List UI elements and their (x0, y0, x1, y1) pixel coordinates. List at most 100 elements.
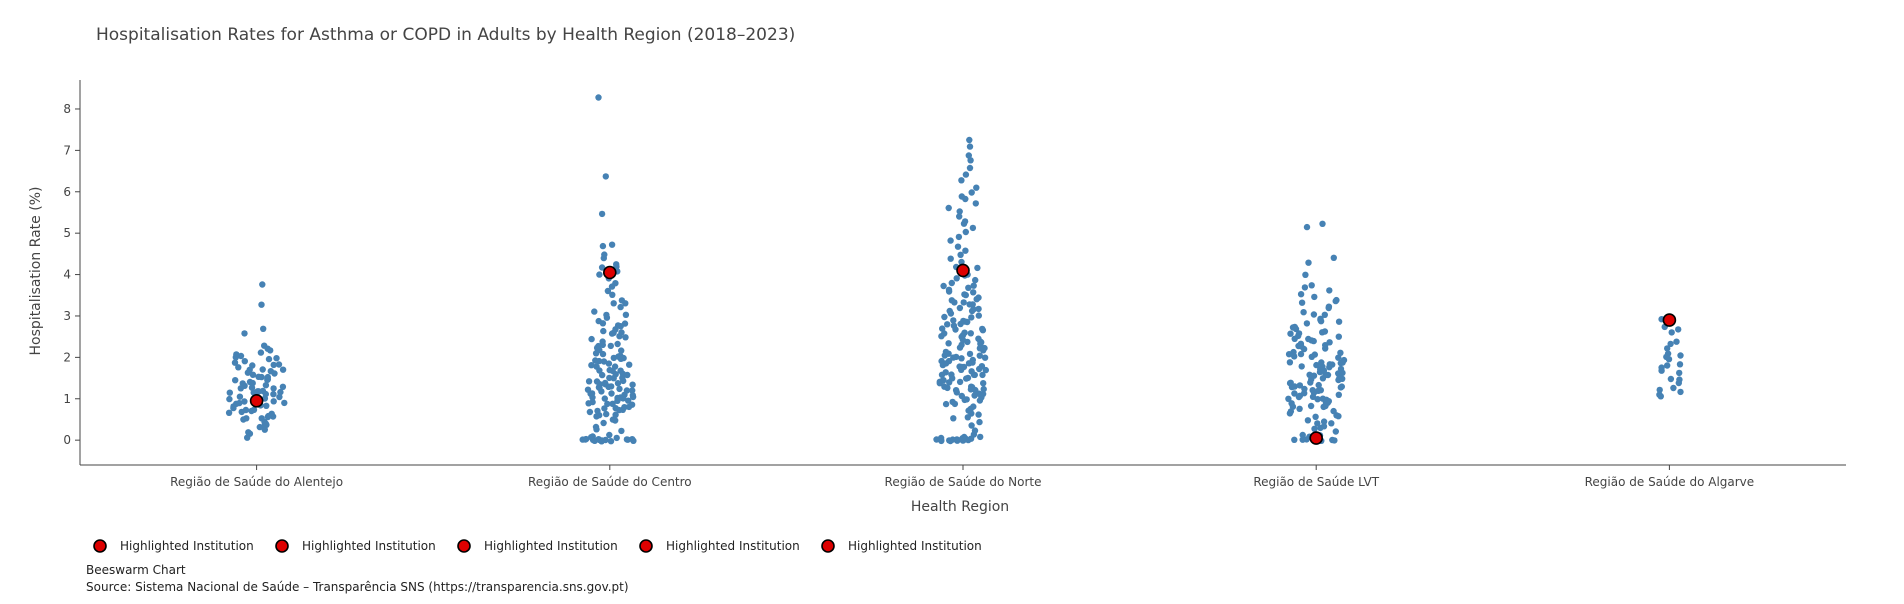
data-point (1291, 383, 1298, 390)
highlighted-institution-point (1662, 313, 1677, 327)
data-point (595, 357, 603, 365)
data-point (1317, 318, 1325, 325)
x-tick-label: Região de Saúde do Centro (528, 475, 692, 489)
data-point (605, 360, 613, 367)
data-point (968, 383, 975, 390)
data-point (957, 251, 964, 258)
data-point (954, 243, 962, 250)
data-point (1335, 318, 1343, 325)
data-point (942, 360, 950, 367)
data-point (1317, 387, 1325, 394)
data-point (949, 436, 956, 443)
data-point (236, 393, 244, 400)
data-point (962, 195, 969, 203)
data-point (1675, 379, 1683, 387)
data-point (281, 399, 288, 407)
data-point (972, 200, 979, 207)
data-point (276, 393, 283, 401)
data-point (238, 408, 245, 416)
data-point (1677, 352, 1684, 359)
data-point (624, 371, 631, 379)
y-tick-label: 8 (63, 102, 71, 116)
data-point (968, 314, 975, 321)
data-point (968, 307, 976, 315)
data-point (271, 370, 278, 377)
data-point (1289, 403, 1297, 410)
data-point (263, 421, 270, 428)
data-point (938, 371, 946, 378)
legend-marker (821, 539, 835, 553)
data-point (586, 408, 594, 416)
data-point (1676, 361, 1684, 368)
data-point (270, 391, 277, 398)
data-point (1297, 291, 1305, 298)
data-point (596, 271, 603, 278)
data-point (270, 398, 277, 405)
data-point (1295, 393, 1303, 401)
data-point (600, 358, 608, 365)
data-point (979, 327, 987, 334)
data-point (975, 312, 982, 319)
data-point (601, 379, 609, 387)
data-point (958, 258, 965, 266)
data-point (608, 241, 616, 248)
data-point (1332, 297, 1339, 305)
data-point (1286, 410, 1294, 417)
legend-entry: Highlighted Institution (666, 539, 800, 553)
y-tick-label: 0 (63, 433, 71, 447)
y-tick-label: 3 (63, 309, 71, 323)
data-point (261, 426, 268, 433)
data-point (958, 177, 965, 184)
data-point (953, 389, 960, 396)
data-point (958, 333, 965, 341)
data-point (613, 434, 620, 442)
data-point (595, 384, 603, 391)
data-point (1333, 412, 1340, 419)
data-point (962, 228, 969, 236)
data-point (945, 204, 952, 212)
data-point (944, 321, 951, 328)
data-point (976, 397, 984, 404)
legend-entry: Highlighted Institution (302, 539, 436, 553)
data-point (621, 404, 628, 411)
data-point (1305, 335, 1312, 343)
data-point (258, 301, 265, 308)
data-point (1320, 418, 1328, 425)
data-point (582, 436, 589, 443)
data-point (610, 300, 617, 307)
data-point (965, 284, 972, 291)
data-point (608, 390, 615, 397)
data-point (249, 371, 257, 378)
data-point (598, 264, 606, 271)
data-point (607, 342, 614, 350)
data-point (1337, 349, 1344, 356)
data-point (962, 171, 970, 178)
highlighted-institution-point (602, 265, 617, 280)
data-point (966, 136, 973, 144)
data-point (240, 416, 247, 423)
data-point (598, 210, 606, 218)
data-point (606, 431, 613, 439)
data-point (1286, 380, 1294, 387)
data-point (982, 366, 989, 374)
legend-entry: Highlighted Institution (484, 539, 618, 553)
data-point (1317, 424, 1324, 432)
data-point (258, 373, 265, 381)
data-point (270, 361, 277, 369)
data-point (1298, 363, 1305, 370)
data-point (1665, 356, 1673, 363)
data-point (978, 339, 985, 346)
data-point (1667, 375, 1675, 383)
data-point (1296, 382, 1304, 389)
data-point (248, 384, 256, 391)
data-point (254, 388, 261, 395)
data-point (626, 361, 633, 368)
data-point (226, 395, 233, 403)
data-point (981, 354, 989, 361)
data-point (614, 380, 622, 387)
data-point (1667, 340, 1674, 348)
legend-marker (93, 539, 107, 553)
data-point (241, 398, 248, 405)
x-tick-label: Região de Saúde do Algarve (1585, 475, 1755, 489)
data-point (1298, 343, 1305, 350)
